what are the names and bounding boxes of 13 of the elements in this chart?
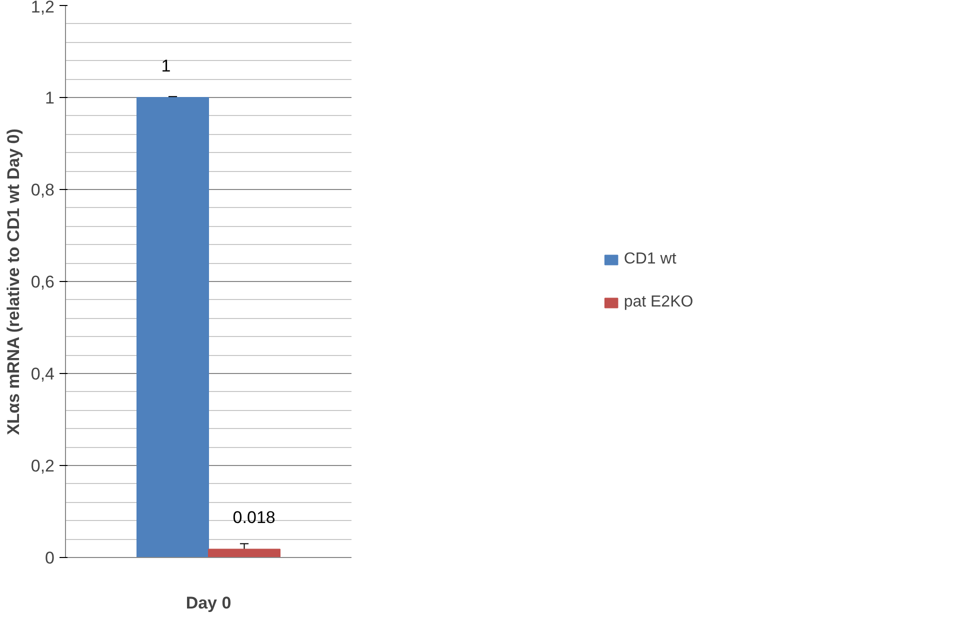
legend-label: pat E2KO [624,294,694,312]
y-tick-label: 0 [45,548,55,568]
legend-label: CD1 wt [624,250,676,268]
y-tick-label: 1,2 [30,0,55,16]
x-tick-label: Day 0 [186,594,232,612]
y-tick-label: 1 [45,88,55,108]
y-tick-label: 0,2 [30,456,55,476]
data-label: 0.018 [232,508,276,528]
y-tick-label: 0,4 [30,364,55,384]
y-axis-title: XLαs mRNA (relative to CD1 wt Day 0) [4,128,23,436]
data-label: 1 [161,56,171,76]
y-tick-label: 0,8 [30,180,55,200]
y-tick-label: 0,6 [30,272,55,292]
